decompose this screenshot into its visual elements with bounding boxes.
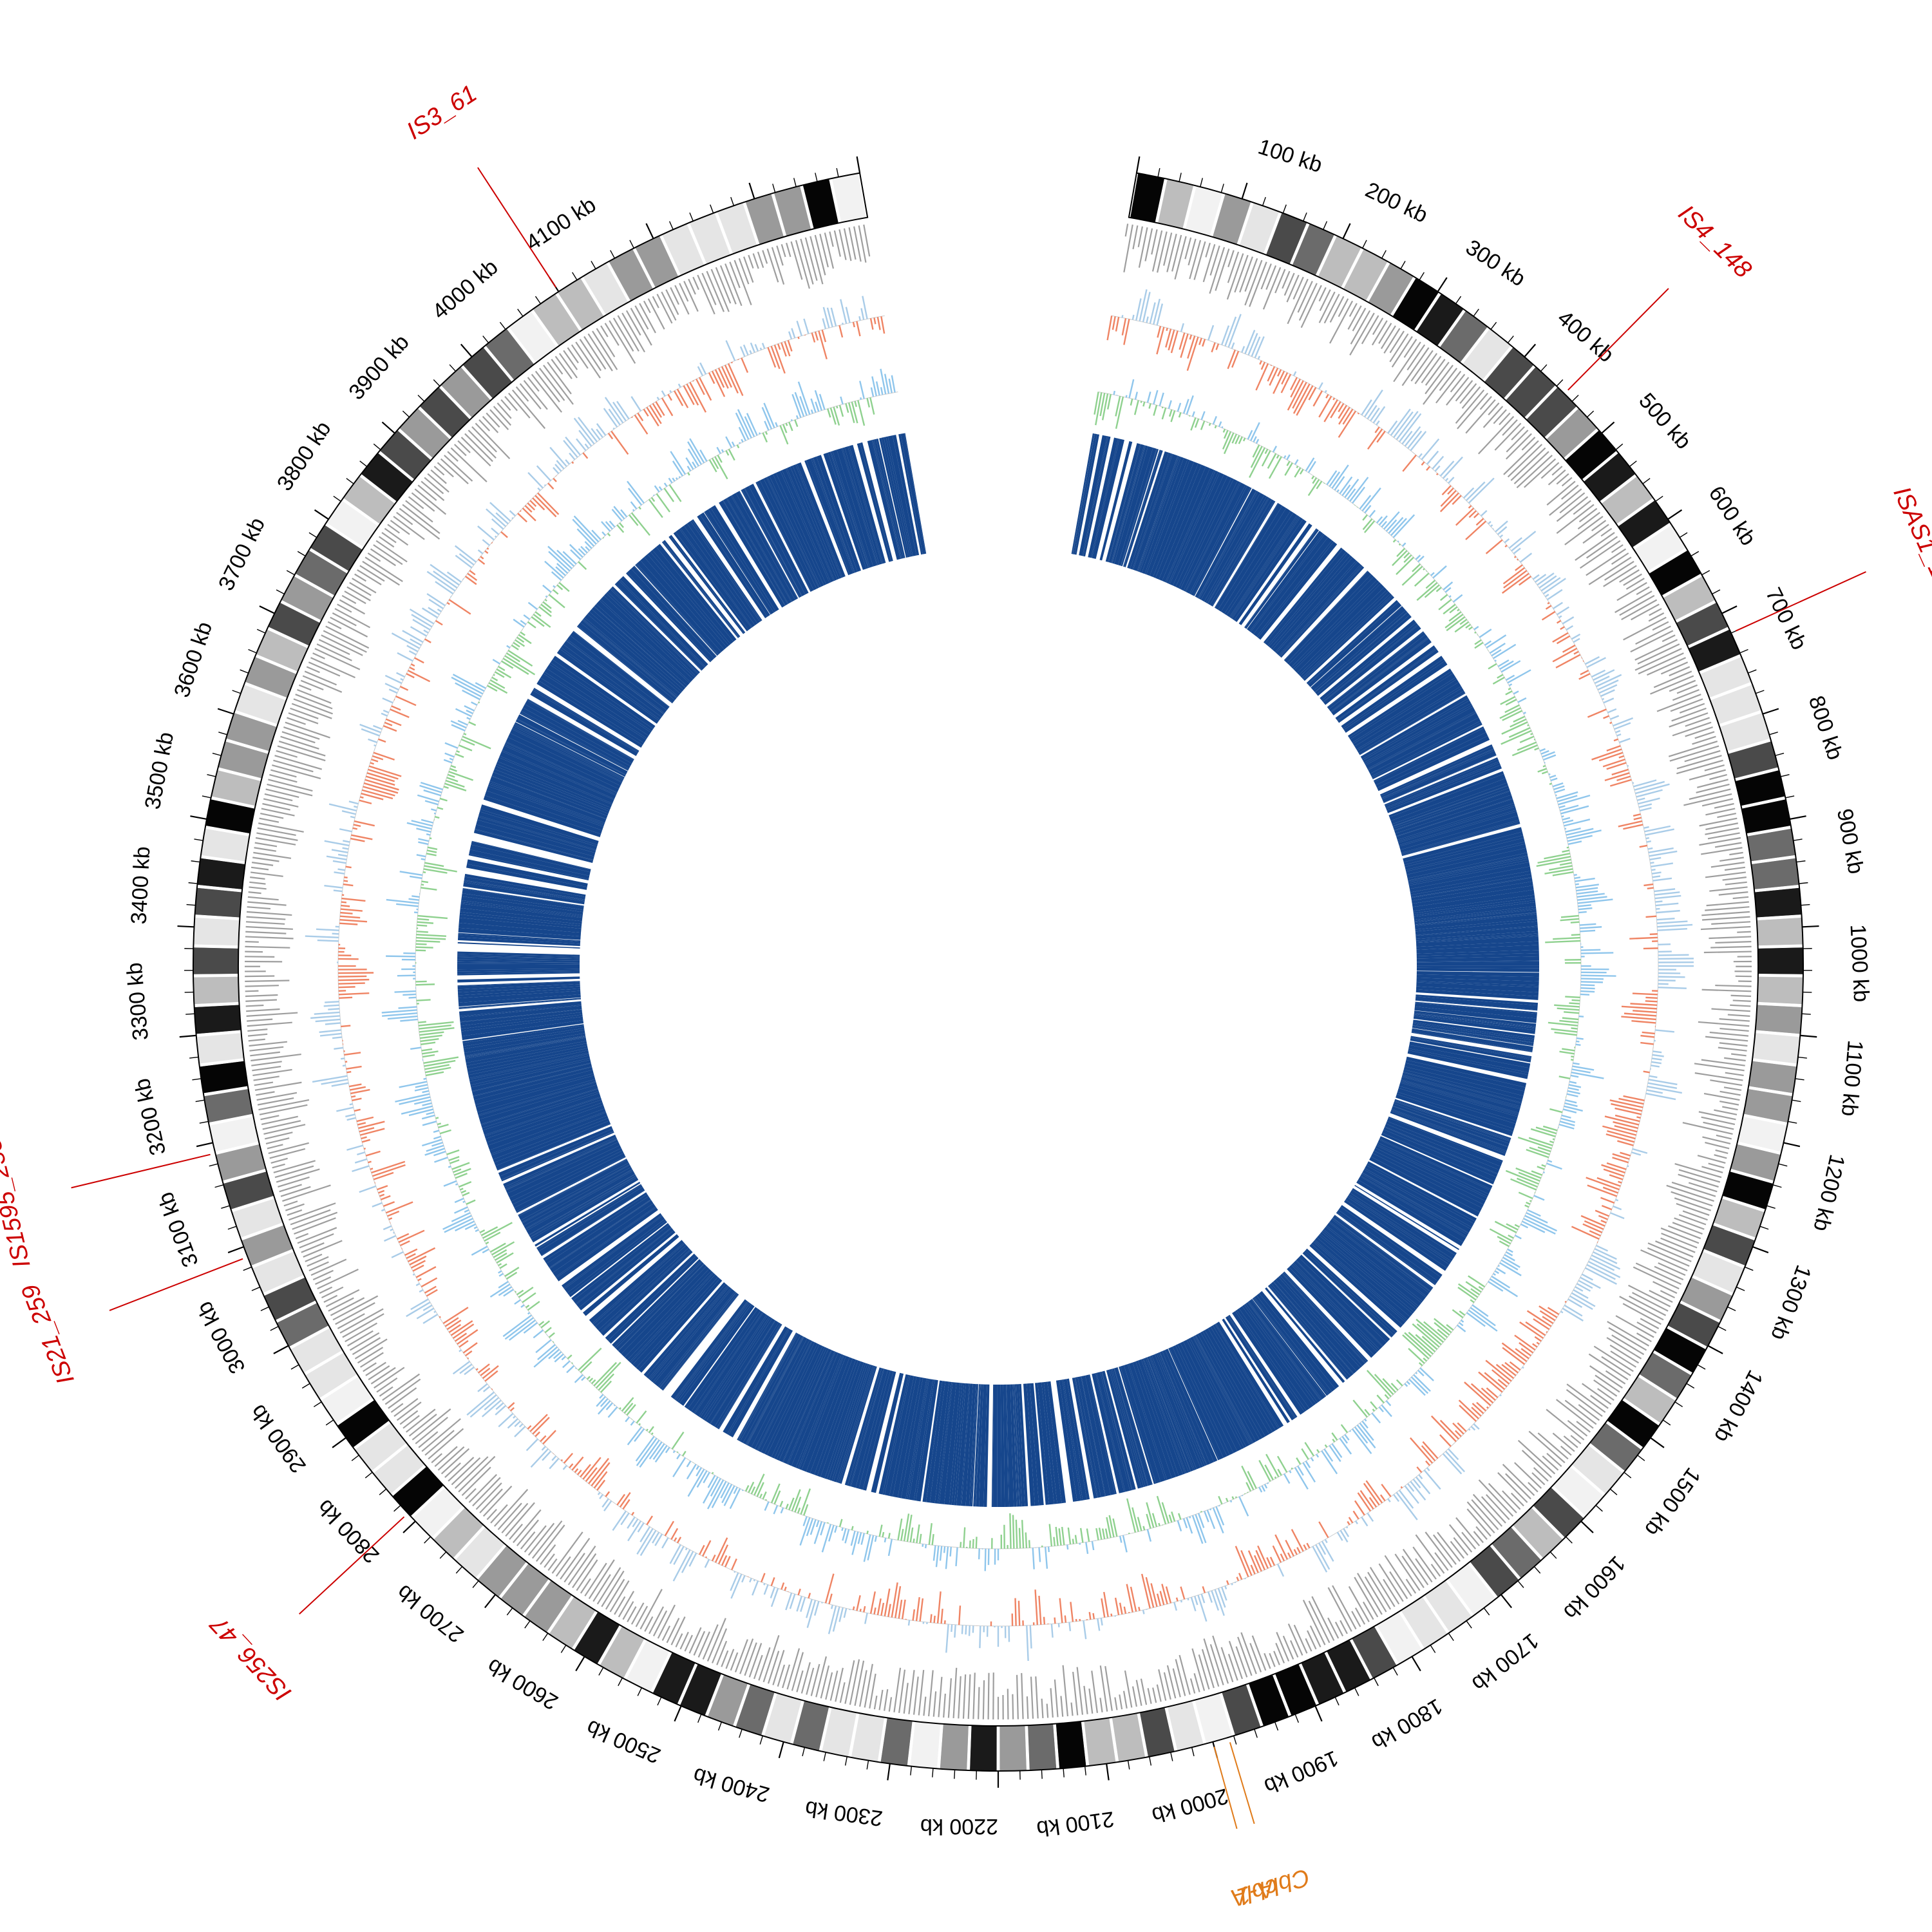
gene-block-ring bbox=[457, 433, 1539, 1507]
svg-text:4000 kb: 4000 kb bbox=[428, 255, 502, 325]
svg-text:1800 kb: 1800 kb bbox=[1367, 1694, 1446, 1755]
svg-text:3400 kb: 3400 kb bbox=[127, 846, 155, 925]
svg-text:2800 kb: 2800 kb bbox=[312, 1495, 384, 1568]
is-element-annotations: IS3_61 IS4_148 ISAS1_192 IS1595_235 IS21_259… bbox=[0, 80, 1932, 1911]
svg-text:1100 kb: 1100 kb bbox=[1837, 1039, 1868, 1117]
svg-text:IS1595_235: IS1595_235 bbox=[0, 1135, 36, 1271]
svg-text:2600 kb: 2600 kb bbox=[483, 1654, 562, 1715]
svg-text:1200 kb: 1200 kb bbox=[1808, 1152, 1850, 1233]
svg-text:500 kb: 500 kb bbox=[1634, 388, 1696, 454]
svg-text:600 kb: 600 kb bbox=[1704, 482, 1761, 550]
circular-genome-diagram: 100 kb 200 kb 300 kb 400 kb 500 kb600 kb700 … bbox=[0, 0, 1932, 1932]
svg-text:1700 kb: 1700 kb bbox=[1467, 1628, 1543, 1696]
svg-text:2200 kb: 2200 kb bbox=[920, 1814, 998, 1839]
svg-text:IS4_148: IS4_148 bbox=[1673, 200, 1757, 283]
svg-text:3100 kb: 3100 kb bbox=[153, 1189, 204, 1271]
svg-text:3900 kb: 3900 kb bbox=[344, 330, 414, 404]
svg-text:2400 kb: 2400 kb bbox=[690, 1763, 772, 1807]
svg-text:3700 kb: 3700 kb bbox=[214, 514, 270, 594]
svg-text:700 kb: 700 kb bbox=[1761, 583, 1812, 653]
svg-text:1000 kb: 1000 kb bbox=[1845, 923, 1873, 1003]
svg-text:3800 kb: 3800 kb bbox=[272, 417, 336, 495]
svg-text:100 kb: 100 kb bbox=[1255, 135, 1325, 178]
svg-text:4100 kb: 4100 kb bbox=[522, 193, 600, 256]
svg-text:2000 kb: 2000 kb bbox=[1150, 1783, 1231, 1828]
svg-text:IS256_47: IS256_47 bbox=[205, 1610, 297, 1706]
svg-text:2100 kb: 2100 kb bbox=[1035, 1806, 1115, 1841]
genome-circular-plot: 100 kb 200 kb 300 kb 400 kb 500 kb 600 kb 700 … bbox=[0, 0, 1932, 1932]
svg-text:3600 kb: 3600 kb bbox=[169, 619, 217, 701]
svg-text:CblA-1: CblA-1 bbox=[1233, 1863, 1312, 1910]
tick-marks bbox=[178, 156, 1819, 1788]
svg-text:ISAS1_192: ISAS1_192 bbox=[1888, 482, 1932, 606]
svg-text:1300 kb: 1300 kb bbox=[1766, 1262, 1816, 1343]
svg-text:2900 kb: 2900 kb bbox=[245, 1400, 311, 1477]
svg-text:1900 kb: 1900 kb bbox=[1261, 1746, 1342, 1799]
svg-text:900 kb: 900 kb bbox=[1832, 807, 1868, 876]
svg-text:2700 kb: 2700 kb bbox=[392, 1580, 468, 1647]
svg-text:1400 kb: 1400 kb bbox=[1709, 1366, 1768, 1446]
svg-text:2300 kb: 2300 kb bbox=[804, 1796, 884, 1831]
svg-text:400 kb: 400 kb bbox=[1553, 306, 1618, 368]
svg-text:2500 kb: 2500 kb bbox=[583, 1715, 664, 1768]
ideogram-ring bbox=[193, 173, 1803, 1771]
svg-text:IS21_259: IS21_259 bbox=[17, 1280, 80, 1388]
svg-text:3200 kb: 3200 kb bbox=[129, 1076, 171, 1157]
svg-text:3300 kb: 3300 kb bbox=[122, 961, 153, 1041]
svg-text:3000 kb: 3000 kb bbox=[192, 1298, 251, 1378]
svg-text:200 kb: 200 kb bbox=[1361, 178, 1432, 228]
svg-text:300 kb: 300 kb bbox=[1461, 235, 1530, 292]
svg-text:800 kb: 800 kb bbox=[1804, 693, 1848, 763]
svg-text:IS3_61: IS3_61 bbox=[402, 80, 482, 145]
svg-text:3500 kb: 3500 kb bbox=[140, 730, 178, 811]
svg-text:1600 kb: 1600 kb bbox=[1558, 1551, 1630, 1624]
svg-text:1500 kb: 1500 kb bbox=[1640, 1463, 1705, 1540]
